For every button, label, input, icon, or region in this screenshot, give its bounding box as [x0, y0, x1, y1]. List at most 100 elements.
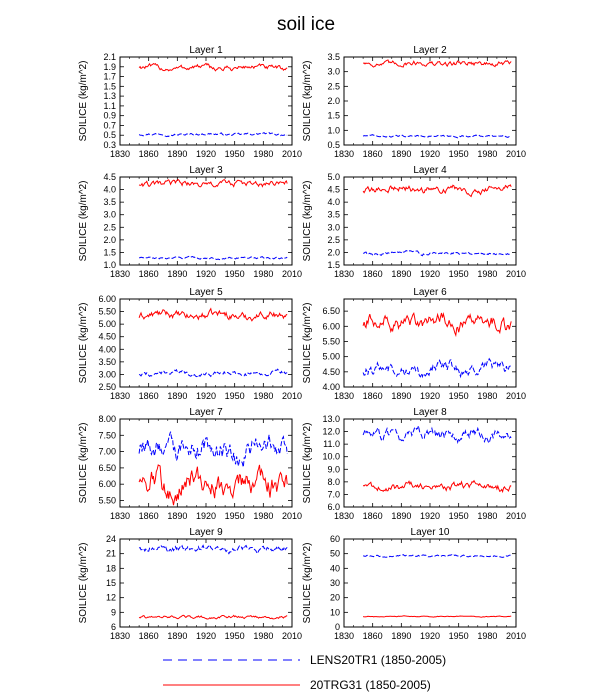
- layer-8-xtick-label: 2010: [506, 511, 526, 521]
- layer-10-ylabel: SOILICE (kg/m^2): [302, 543, 313, 624]
- layer-10-series-trg: [363, 615, 512, 618]
- layer-6-ylabel: SOILICE (kg/m^2): [302, 303, 313, 384]
- layer-4-xtick-label: 1830: [334, 269, 354, 279]
- layer-3-series-lens: [138, 255, 288, 261]
- layer-1-ytick-label: 1.1: [103, 101, 116, 111]
- layer-6-ytick-label: 6.00: [322, 321, 340, 331]
- layer-6-ytick-label: 4.50: [322, 367, 340, 377]
- layer-2-ytick-label: 3.5: [327, 52, 340, 62]
- layer-4-xtick-label: 1890: [391, 269, 411, 279]
- layer-1-ytick-label: 0.5: [103, 130, 116, 140]
- layer-3-ylabel: SOILICE (kg/m^2): [78, 181, 89, 262]
- layer-6-xtick-label: 1890: [391, 391, 411, 401]
- layer-6-title: Layer 6: [413, 287, 447, 298]
- layer-10-xtick-label: 1980: [477, 631, 497, 641]
- layer-4-ytick-label: 3.5: [327, 210, 340, 220]
- layer-1-ylabel: SOILICE (kg/m^2): [78, 61, 89, 142]
- layer-8-ytick-label: 9.0: [327, 464, 340, 474]
- layer-1-xtick-label: 1890: [167, 149, 187, 159]
- layer-10-xtick-label: 2010: [506, 631, 526, 641]
- layer-9-ytick-label: 24: [106, 534, 116, 544]
- legend: LENS20TR1 (1850-2005) 20TRG31 (1850-2005…: [163, 653, 446, 692]
- layer-8-xtick-label: 1860: [363, 511, 383, 521]
- layer-4-series-trg: [362, 184, 512, 198]
- layer-3-title: Layer 3: [189, 165, 223, 176]
- layer-3-xtick-label: 1860: [139, 269, 159, 279]
- layer-5-xtick-label: 2010: [282, 391, 302, 401]
- layer-9-frame: [119, 538, 293, 628]
- layer-2-ytick-label: 1.5: [327, 111, 340, 121]
- layer-2-panel: Layer 2 SOILICE (kg/m^2) 1830 1860 1890 1920 1…: [302, 45, 526, 159]
- layer-8-ytick-label: 10.0: [322, 452, 340, 462]
- layer-6-xtick-label: 1860: [363, 391, 383, 401]
- layer-4-ytick-label: 3.0: [327, 222, 340, 232]
- layer-6-series-trg: [362, 312, 512, 338]
- layer-5-xtick-label: 1890: [167, 391, 187, 401]
- layer-10-panel: Layer 10 SOILICE (kg/m^2) 1830 1860 1890 1920…: [302, 527, 526, 641]
- layer-4-ytick-label: 2.0: [327, 247, 340, 257]
- layer-3-xtick-label: 1920: [196, 269, 216, 279]
- layer-3-ytick-label: 2.5: [103, 222, 116, 232]
- layer-7-series-trg: [138, 464, 288, 506]
- layer-4-panel: Layer 4 SOILICE (kg/m^2) 1830 1860 1890 1920 1…: [302, 165, 526, 279]
- layer-8-xtick-label: 1980: [477, 511, 497, 521]
- layer-3-ytick-label: 1.5: [103, 247, 116, 257]
- layer-2-xtick-label: 1950: [449, 149, 469, 159]
- layer-2-title: Layer 2: [413, 45, 447, 56]
- layer-9-ytick-label: 21: [106, 549, 116, 559]
- layer-7-frame: [119, 418, 293, 508]
- layer-8-series-trg: [362, 479, 512, 494]
- layer-9-panel: Layer 9 SOILICE (kg/m^2) 1830 1860 1890 1920 1…: [78, 527, 302, 641]
- layer-3-xtick-label: 1980: [253, 269, 273, 279]
- layer-10-title: Layer 10: [411, 527, 450, 538]
- layer-2-ylabel: SOILICE (kg/m^2): [302, 61, 313, 142]
- layer-5-ytick-label: 6.00: [98, 294, 116, 304]
- layer-4-xtick-label: 1860: [363, 269, 383, 279]
- layer-9-xtick-label: 1830: [110, 631, 130, 641]
- layer-10-xtick-label: 1890: [391, 631, 411, 641]
- layer-1-title: Layer 1: [189, 45, 223, 56]
- layer-9-xtick-label: 1950: [225, 631, 245, 641]
- layer-5-xtick-label: 1920: [196, 391, 216, 401]
- layer-1-xtick-label: 1950: [225, 149, 245, 159]
- layer-9-ytick-label: 12: [106, 593, 116, 603]
- layer-5-ytick-label: 2.50: [98, 382, 116, 392]
- layer-3-ytick-label: 3.0: [103, 210, 116, 220]
- layer-9-series-trg: [138, 614, 288, 620]
- layer-2-series-trg: [362, 59, 512, 68]
- layer-1-ytick-label: 1.3: [103, 91, 116, 101]
- layer-9-xtick-label: 1920: [196, 631, 216, 641]
- figure-title: soil ice: [277, 14, 335, 35]
- layer-7-ytick-label: 8.00: [98, 414, 116, 424]
- layer-10-frame: [343, 538, 517, 628]
- layer-1-panel: Layer 1 SOILICE (kg/m^2) 1830 1860 1890 1920 1…: [78, 45, 302, 159]
- layer-6-frame: [343, 298, 517, 388]
- layer-1-xtick-label: 1920: [196, 149, 216, 159]
- layer-1-series-trg: [138, 62, 288, 72]
- layer-10-ytick-label: 10: [330, 607, 340, 617]
- layer-9-xtick-label: 1890: [167, 631, 187, 641]
- layer-5-xtick-label: 1950: [225, 391, 245, 401]
- layer-8-series-lens: [362, 423, 512, 445]
- layer-3-xtick-label: 1830: [110, 269, 130, 279]
- layer-6-ytick-label: 5.00: [322, 352, 340, 362]
- layer-9-xtick-label: 1980: [253, 631, 273, 641]
- layer-4-xtick-label: 1980: [477, 269, 497, 279]
- layer-5-frame: [119, 298, 293, 388]
- layer-7-panel: Layer 7 SOILICE (kg/m^2) 1830 1860 1890 1920 1…: [78, 407, 302, 521]
- layer-5-panel: Layer 5 SOILICE (kg/m^2) 1830 1860 1890 1920 1…: [78, 287, 302, 401]
- layer-7-xtick-label: 1950: [225, 511, 245, 521]
- layer-4-title: Layer 4: [413, 165, 447, 176]
- layer-3-xtick-label: 1950: [225, 269, 245, 279]
- layer-9-ytick-label: 15: [106, 578, 116, 588]
- layer-4-xtick-label: 1950: [449, 269, 469, 279]
- layer-6-xtick-label: 1980: [477, 391, 497, 401]
- layer-1-ytick-label: 0.7: [103, 120, 116, 130]
- layer-10-ytick-label: 50: [330, 549, 340, 559]
- layer-10-xtick-label: 1920: [420, 631, 440, 641]
- layer-5-ylabel: SOILICE (kg/m^2): [78, 303, 89, 384]
- layer-8-panel: Layer 8 SOILICE (kg/m^2) 1830 1860 1890 1920 1…: [302, 407, 526, 521]
- layer-2-ytick-label: 3.0: [327, 67, 340, 77]
- layer-9-title: Layer 9: [189, 527, 223, 538]
- layer-3-ytick-label: 4.0: [103, 185, 116, 195]
